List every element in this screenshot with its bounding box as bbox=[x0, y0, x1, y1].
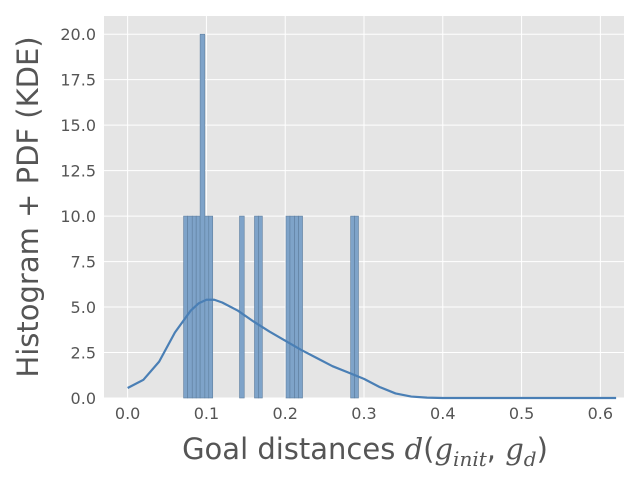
histogram-bar bbox=[258, 215, 263, 399]
y-tick-label: 15.0 bbox=[60, 116, 96, 135]
x-tick-label: 0.6 bbox=[588, 404, 613, 423]
x-tick-label: 0.4 bbox=[430, 404, 455, 423]
y-tick-label: 2.5 bbox=[71, 344, 96, 363]
y-axis-label: Histogram + PDF (KDE) bbox=[11, 36, 45, 377]
y-tick-label: 5.0 bbox=[71, 298, 96, 317]
histogram-bar bbox=[289, 215, 295, 399]
x-axis-label-text: Goal distances bbox=[182, 432, 404, 466]
histogram-bar bbox=[294, 215, 299, 399]
x-tick-labels: 0.0 0.1 0.2 0.3 0.4 0.5 0.6 bbox=[115, 404, 613, 423]
y-tick-label: 7.5 bbox=[71, 253, 96, 272]
x-axis-label: Goal distances d(ginit, gd) bbox=[182, 432, 548, 471]
histogram-bar bbox=[350, 215, 355, 399]
x-tick-label: 0.0 bbox=[115, 404, 140, 423]
histogram-bar bbox=[239, 215, 245, 399]
histogram-bar bbox=[208, 215, 214, 399]
y-tick-label: 12.5 bbox=[60, 162, 96, 181]
histogram-bar bbox=[285, 215, 291, 399]
y-tick-label: 10.0 bbox=[60, 207, 96, 226]
x-tick-label: 0.1 bbox=[194, 404, 219, 423]
y-tick-label: 20.0 bbox=[60, 25, 96, 44]
histogram-bar bbox=[298, 215, 303, 399]
y-tick-label: 0.0 bbox=[71, 389, 96, 408]
x-tick-label: 0.2 bbox=[272, 404, 297, 423]
histogram-bar bbox=[254, 215, 259, 399]
y-tick-label: 17.5 bbox=[60, 71, 96, 90]
y-tick-labels: 0.0 2.5 5.0 7.5 10.0 12.5 15.0 17.5 20.0 bbox=[60, 25, 96, 408]
histogram-bar bbox=[187, 215, 193, 399]
histogram-bar bbox=[183, 215, 188, 399]
histogram-bar bbox=[195, 215, 201, 399]
histogram-bars bbox=[183, 33, 359, 399]
x-tick-label: 0.5 bbox=[509, 404, 534, 423]
x-tick-label: 0.3 bbox=[351, 404, 376, 423]
histogram-bar bbox=[199, 33, 206, 399]
histogram-bar bbox=[204, 215, 210, 399]
kde-curve bbox=[127, 298, 617, 400]
histogram-bar bbox=[354, 215, 359, 399]
